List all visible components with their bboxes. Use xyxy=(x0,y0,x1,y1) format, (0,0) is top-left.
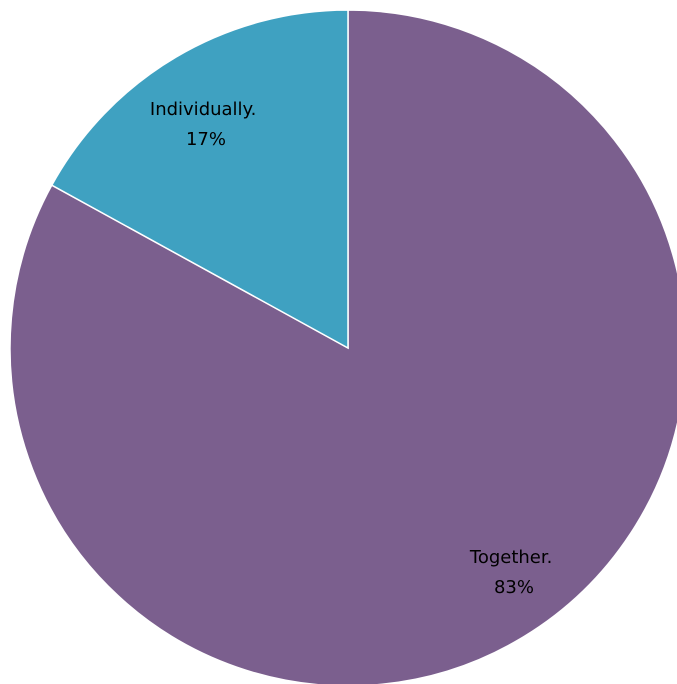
slice-name-together: Together. xyxy=(469,547,552,568)
slice-label-individually: Individually. 17% xyxy=(150,99,262,150)
slice-name-individually: Individually. xyxy=(150,99,256,120)
slice-labels: Together. 83% Individually. 17% xyxy=(150,99,558,598)
pie-slices xyxy=(9,9,677,684)
pie-slice-individually xyxy=(50,9,349,350)
slice-percent-together: 83% xyxy=(494,577,534,598)
slice-label-together: Together. 83% xyxy=(469,547,558,598)
slice-percent-individually: 17% xyxy=(186,129,226,150)
pie-slice-together xyxy=(9,9,677,684)
